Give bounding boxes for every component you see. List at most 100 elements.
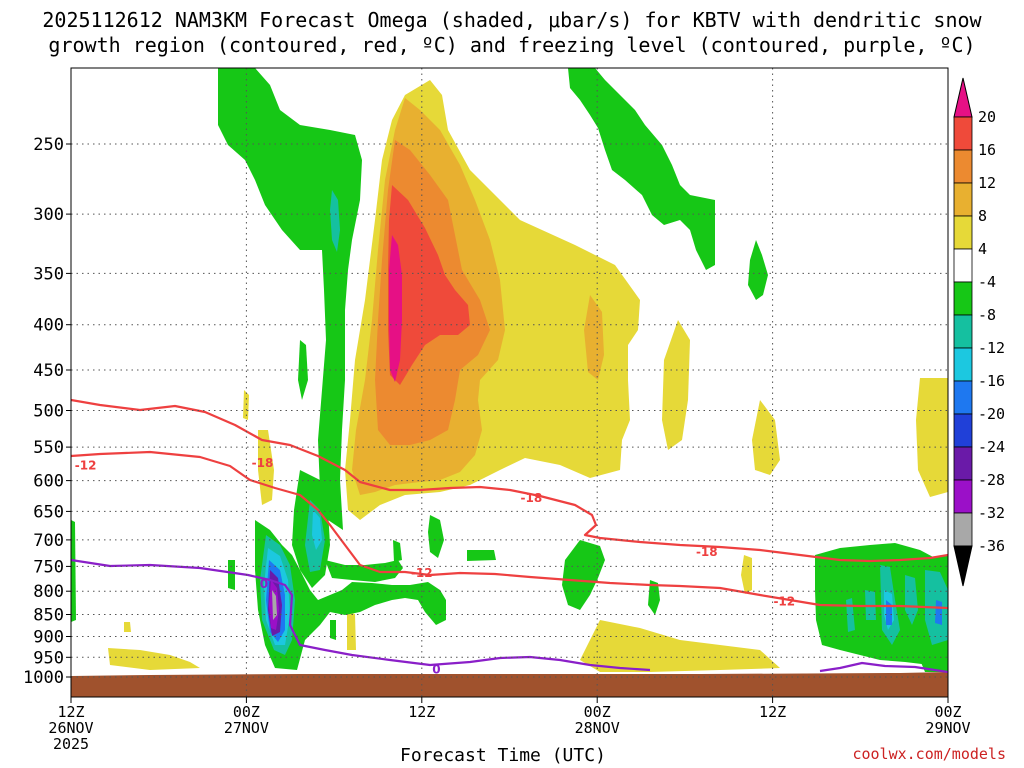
- omega-region: [741, 555, 752, 594]
- omega-region: [255, 520, 446, 670]
- omega-region: [428, 515, 444, 558]
- x-tick-label: 12Z: [57, 703, 84, 721]
- contour-label: -12: [411, 566, 433, 580]
- credit-text: coolwx.com/models: [852, 745, 1006, 763]
- y-tick-label: 700: [33, 531, 64, 551]
- colorbar-cell: [953, 413, 973, 448]
- omega-region: [272, 590, 277, 620]
- y-tick-label: 300: [33, 205, 64, 225]
- omega-region: [648, 580, 660, 615]
- contour-label: -18: [696, 545, 718, 559]
- colorbar-cell: [953, 347, 973, 382]
- colorbar-label: 8: [978, 207, 987, 225]
- y-tick-label: 850: [33, 606, 64, 626]
- omega-region: [124, 622, 131, 632]
- omega-region: [71, 520, 76, 622]
- contour-label: 0: [432, 663, 440, 677]
- colorbar-cell: [953, 380, 973, 415]
- colorbar-cell: [953, 149, 973, 184]
- colorbar-label: -24: [978, 438, 1005, 456]
- y-tick-label: 450: [33, 361, 64, 381]
- x-tick-label: 00Z: [233, 703, 260, 721]
- contour-label: 0: [260, 577, 268, 591]
- chart-title-line2: growth region (contoured, red, ºC) and f…: [48, 33, 976, 57]
- omega-region: [752, 400, 780, 475]
- y-tick-label: 1000: [23, 668, 64, 688]
- dgz-contour: [71, 398, 948, 563]
- y-tick-label: 500: [33, 402, 64, 422]
- colorbar-label: -4: [978, 273, 996, 291]
- colorbar-cell: [953, 314, 973, 349]
- x-axis-title: Forecast Time (UTC): [400, 745, 606, 766]
- colorbar-cell: [953, 479, 973, 514]
- colorbar-bottom-arrow: [953, 545, 973, 587]
- x-tick-label: 2025: [53, 735, 89, 753]
- colorbar-label: -28: [978, 471, 1005, 489]
- freezing-level-contour: [819, 661, 948, 674]
- contour-labels: -18 -12 -18 -12 -18 -12 0 0: [75, 456, 795, 677]
- colorbar-cell: [953, 116, 973, 151]
- omega-region: [218, 68, 362, 530]
- y-axis: 2503003504004505005506006507007508008509…: [23, 135, 71, 688]
- y-tick-label: 950: [33, 648, 64, 668]
- colorbar-cell: [953, 446, 973, 481]
- contour-label: -18: [252, 456, 274, 470]
- y-tick-label: 250: [33, 135, 64, 155]
- chart-title-line1: 2025112612 NAM3KM Forecast Omega (shaded…: [42, 8, 982, 32]
- omega-region: [330, 190, 340, 252]
- contour-label: -18: [521, 491, 543, 505]
- y-tick-label: 800: [33, 582, 64, 602]
- omega-region: [389, 235, 402, 382]
- omega-region: [560, 395, 574, 460]
- x-tick-label: 29NOV: [925, 719, 970, 737]
- contour-label: -12: [75, 459, 97, 473]
- y-tick-label: 550: [33, 438, 64, 458]
- omega-region: [748, 240, 768, 300]
- omega-region: [388, 185, 470, 385]
- omega-region: [935, 600, 942, 625]
- omega-region: [585, 70, 604, 95]
- y-tick-label: 350: [33, 264, 64, 284]
- x-tick-label: 00Z: [584, 703, 611, 721]
- contour-label: -12: [773, 595, 795, 609]
- x-tick-label: 12Z: [759, 703, 786, 721]
- colorbar-label: -16: [978, 372, 1005, 390]
- y-tick-label: 600: [33, 472, 64, 492]
- y-tick-label: 400: [33, 316, 64, 336]
- x-tick-label: 00Z: [934, 703, 961, 721]
- colorbar-label: -12: [978, 339, 1005, 357]
- x-tick-label: 26NOV: [48, 719, 93, 737]
- colorbar-label: -36: [978, 537, 1005, 555]
- colorbar-label: -32: [978, 504, 1005, 522]
- colorbar-label: -20: [978, 405, 1005, 423]
- colorbar-label: 16: [978, 141, 996, 159]
- x-tick-label: 27NOV: [224, 719, 269, 737]
- omega-region: [568, 68, 715, 270]
- colorbar: 20 16 12 8 4 -4 -8 -12 -16 -20 -24 -28 -32 -36: [953, 77, 1005, 587]
- x-tick-label: 28NOV: [575, 719, 620, 737]
- y-tick-label: 900: [33, 628, 64, 648]
- colorbar-label: -8: [978, 306, 996, 324]
- omega-region: [562, 540, 605, 610]
- colorbar-cell: [953, 512, 973, 547]
- omega-region: [325, 560, 403, 582]
- omega-region: [580, 620, 780, 672]
- colorbar-cell: [953, 215, 973, 250]
- plot-frame: [70, 67, 949, 698]
- y-tick-label: 650: [33, 502, 64, 522]
- colorbar-label: 20: [978, 108, 996, 126]
- omega-region: [662, 320, 690, 450]
- omega-region: [108, 648, 200, 670]
- dgz-contour: [71, 450, 948, 610]
- colorbar-label: 12: [978, 174, 996, 192]
- omega-region: [467, 550, 496, 561]
- omega-region: [905, 575, 918, 625]
- omega-shading: [71, 68, 948, 697]
- colorbar-label: 4: [978, 240, 987, 258]
- omega-region: [393, 540, 402, 562]
- omega-region: [347, 612, 356, 650]
- omega-region: [916, 378, 948, 497]
- ground-terrain: [71, 672, 948, 697]
- freezing-level-contour: [71, 558, 651, 672]
